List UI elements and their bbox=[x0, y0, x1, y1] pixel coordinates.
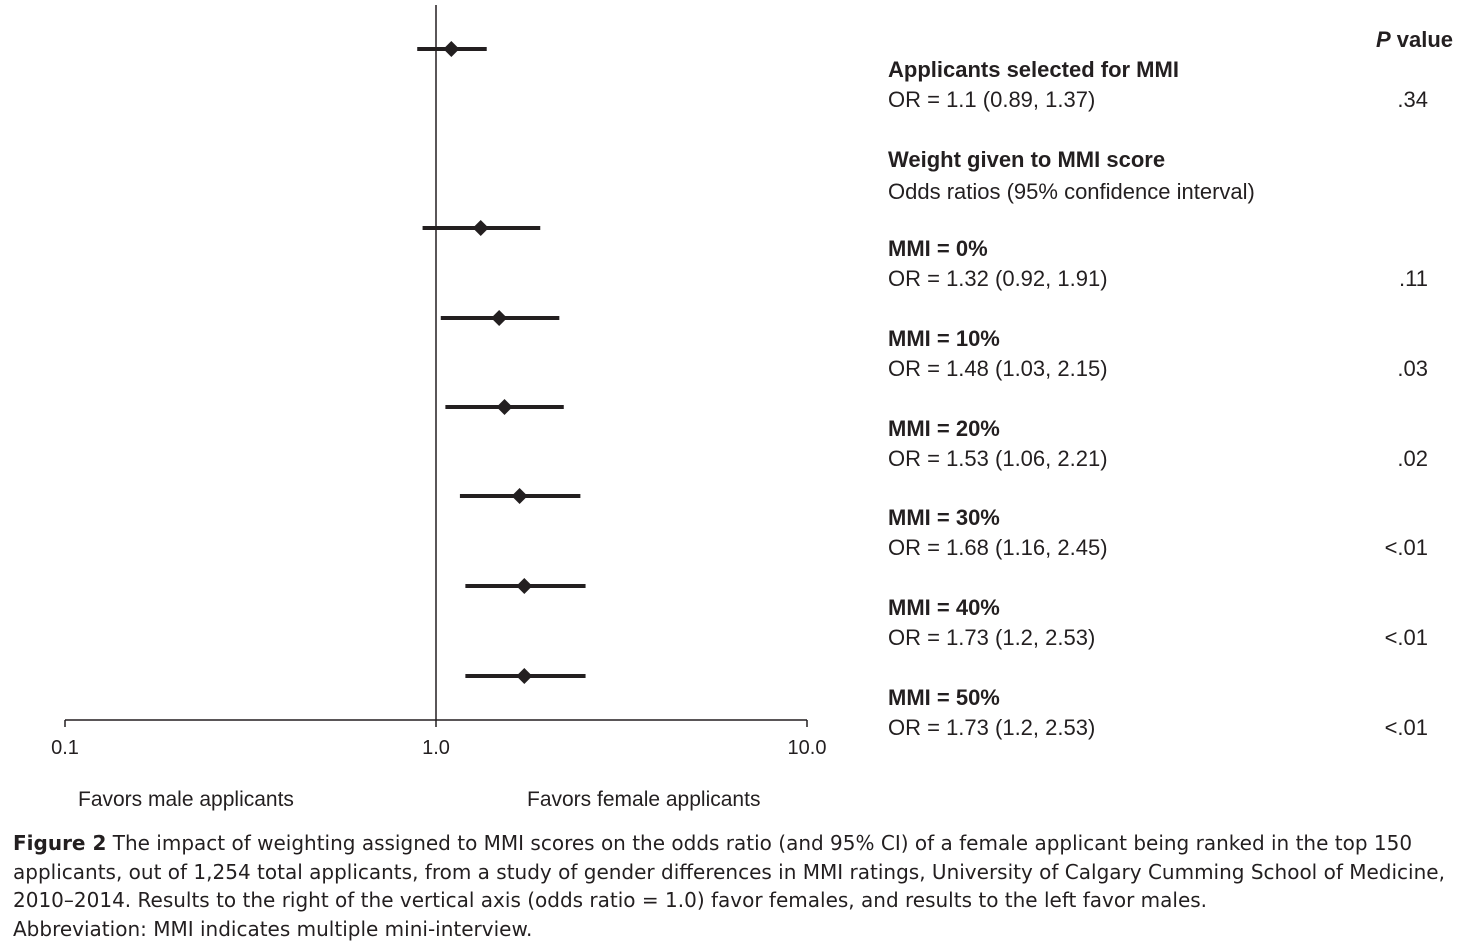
favors-female-label: Favors female applicants bbox=[527, 788, 761, 811]
or-point bbox=[516, 668, 533, 684]
row-or-text: OR = 1.1 (0.89, 1.37) bbox=[888, 87, 1096, 112]
x-tick-label: 10.0 bbox=[788, 737, 827, 759]
weight-header-subtitle: Odds ratios (95% confidence interval) bbox=[888, 179, 1255, 204]
row-or-text: OR = 1.73 (1.2, 2.53) bbox=[888, 715, 1096, 740]
or-point bbox=[516, 578, 533, 594]
weight-header: Weight given to MMI score Odds ratios (9… bbox=[888, 147, 1255, 205]
or-point bbox=[496, 399, 513, 415]
row-p-value: <.01 bbox=[1384, 535, 1428, 560]
caption-abbreviation: Abbreviation: MMI indicates multiple min… bbox=[13, 916, 533, 941]
row-p-value: .03 bbox=[1397, 356, 1428, 381]
row-label: MMI = 50% bbox=[888, 685, 1000, 710]
results-panel: P value Applicants selected for MMI OR =… bbox=[888, 0, 1466, 760]
row-label: MMI = 0% bbox=[888, 236, 988, 261]
row-p-value: .02 bbox=[1397, 446, 1428, 471]
figure-label: Figure 2 bbox=[13, 831, 107, 855]
row-p-value: <.01 bbox=[1384, 625, 1428, 650]
x-axis-ticks: 0.1 1.0 10.0 bbox=[51, 720, 826, 759]
row-label: MMI = 30% bbox=[888, 505, 1000, 530]
or-point bbox=[472, 220, 489, 236]
row-p-value: .11 bbox=[1399, 266, 1428, 291]
or-point bbox=[443, 41, 460, 57]
row-p-value: .34 bbox=[1397, 87, 1428, 112]
row-or-text: OR = 1.48 (1.03, 2.15) bbox=[888, 356, 1108, 381]
weight-header-title: Weight given to MMI score bbox=[888, 147, 1166, 172]
x-tick-label: 0.1 bbox=[51, 737, 79, 759]
p-value-header-rest: value bbox=[1390, 27, 1453, 52]
forest-plot: 0.1 1.0 10.0 bbox=[51, 5, 826, 759]
row-or-text: OR = 1.32 (0.92, 1.91) bbox=[888, 266, 1108, 291]
row-label: MMI = 40% bbox=[888, 595, 1000, 620]
row-or-text: OR = 1.53 (1.06, 2.21) bbox=[888, 446, 1108, 471]
favors-male-label: Favors male applicants bbox=[78, 788, 294, 811]
p-value-header-italic: P bbox=[1375, 27, 1391, 52]
row-label: MMI = 20% bbox=[888, 416, 1000, 441]
p-value-header: P value bbox=[888, 27, 1453, 53]
figure-caption: Figure 2 The impact of weighting assigne… bbox=[13, 829, 1453, 943]
row-or-text: OR = 1.68 (1.16, 2.45) bbox=[888, 535, 1108, 560]
or-point bbox=[491, 310, 508, 326]
row-label: Applicants selected for MMI bbox=[888, 57, 1179, 82]
x-tick-label: 1.0 bbox=[422, 737, 450, 759]
caption-text: The impact of weighting assigned to MMI … bbox=[13, 831, 1445, 912]
forest-marks bbox=[417, 41, 586, 684]
row-p-value: <.01 bbox=[1384, 715, 1428, 740]
row-or-text: OR = 1.73 (1.2, 2.53) bbox=[888, 625, 1096, 650]
row-label: MMI = 10% bbox=[888, 326, 1000, 351]
or-point bbox=[511, 488, 528, 504]
